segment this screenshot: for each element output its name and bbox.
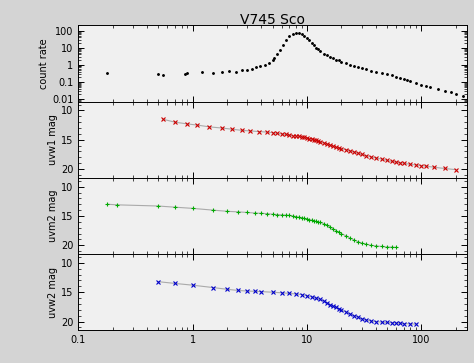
Y-axis label: uvw1 mag: uvw1 mag: [48, 114, 58, 165]
Text: V745 Sco: V745 Sco: [240, 13, 305, 27]
Y-axis label: uvw2 mag: uvw2 mag: [48, 267, 58, 318]
Y-axis label: count rate: count rate: [39, 38, 49, 89]
Y-axis label: uvm2 mag: uvm2 mag: [48, 190, 58, 242]
